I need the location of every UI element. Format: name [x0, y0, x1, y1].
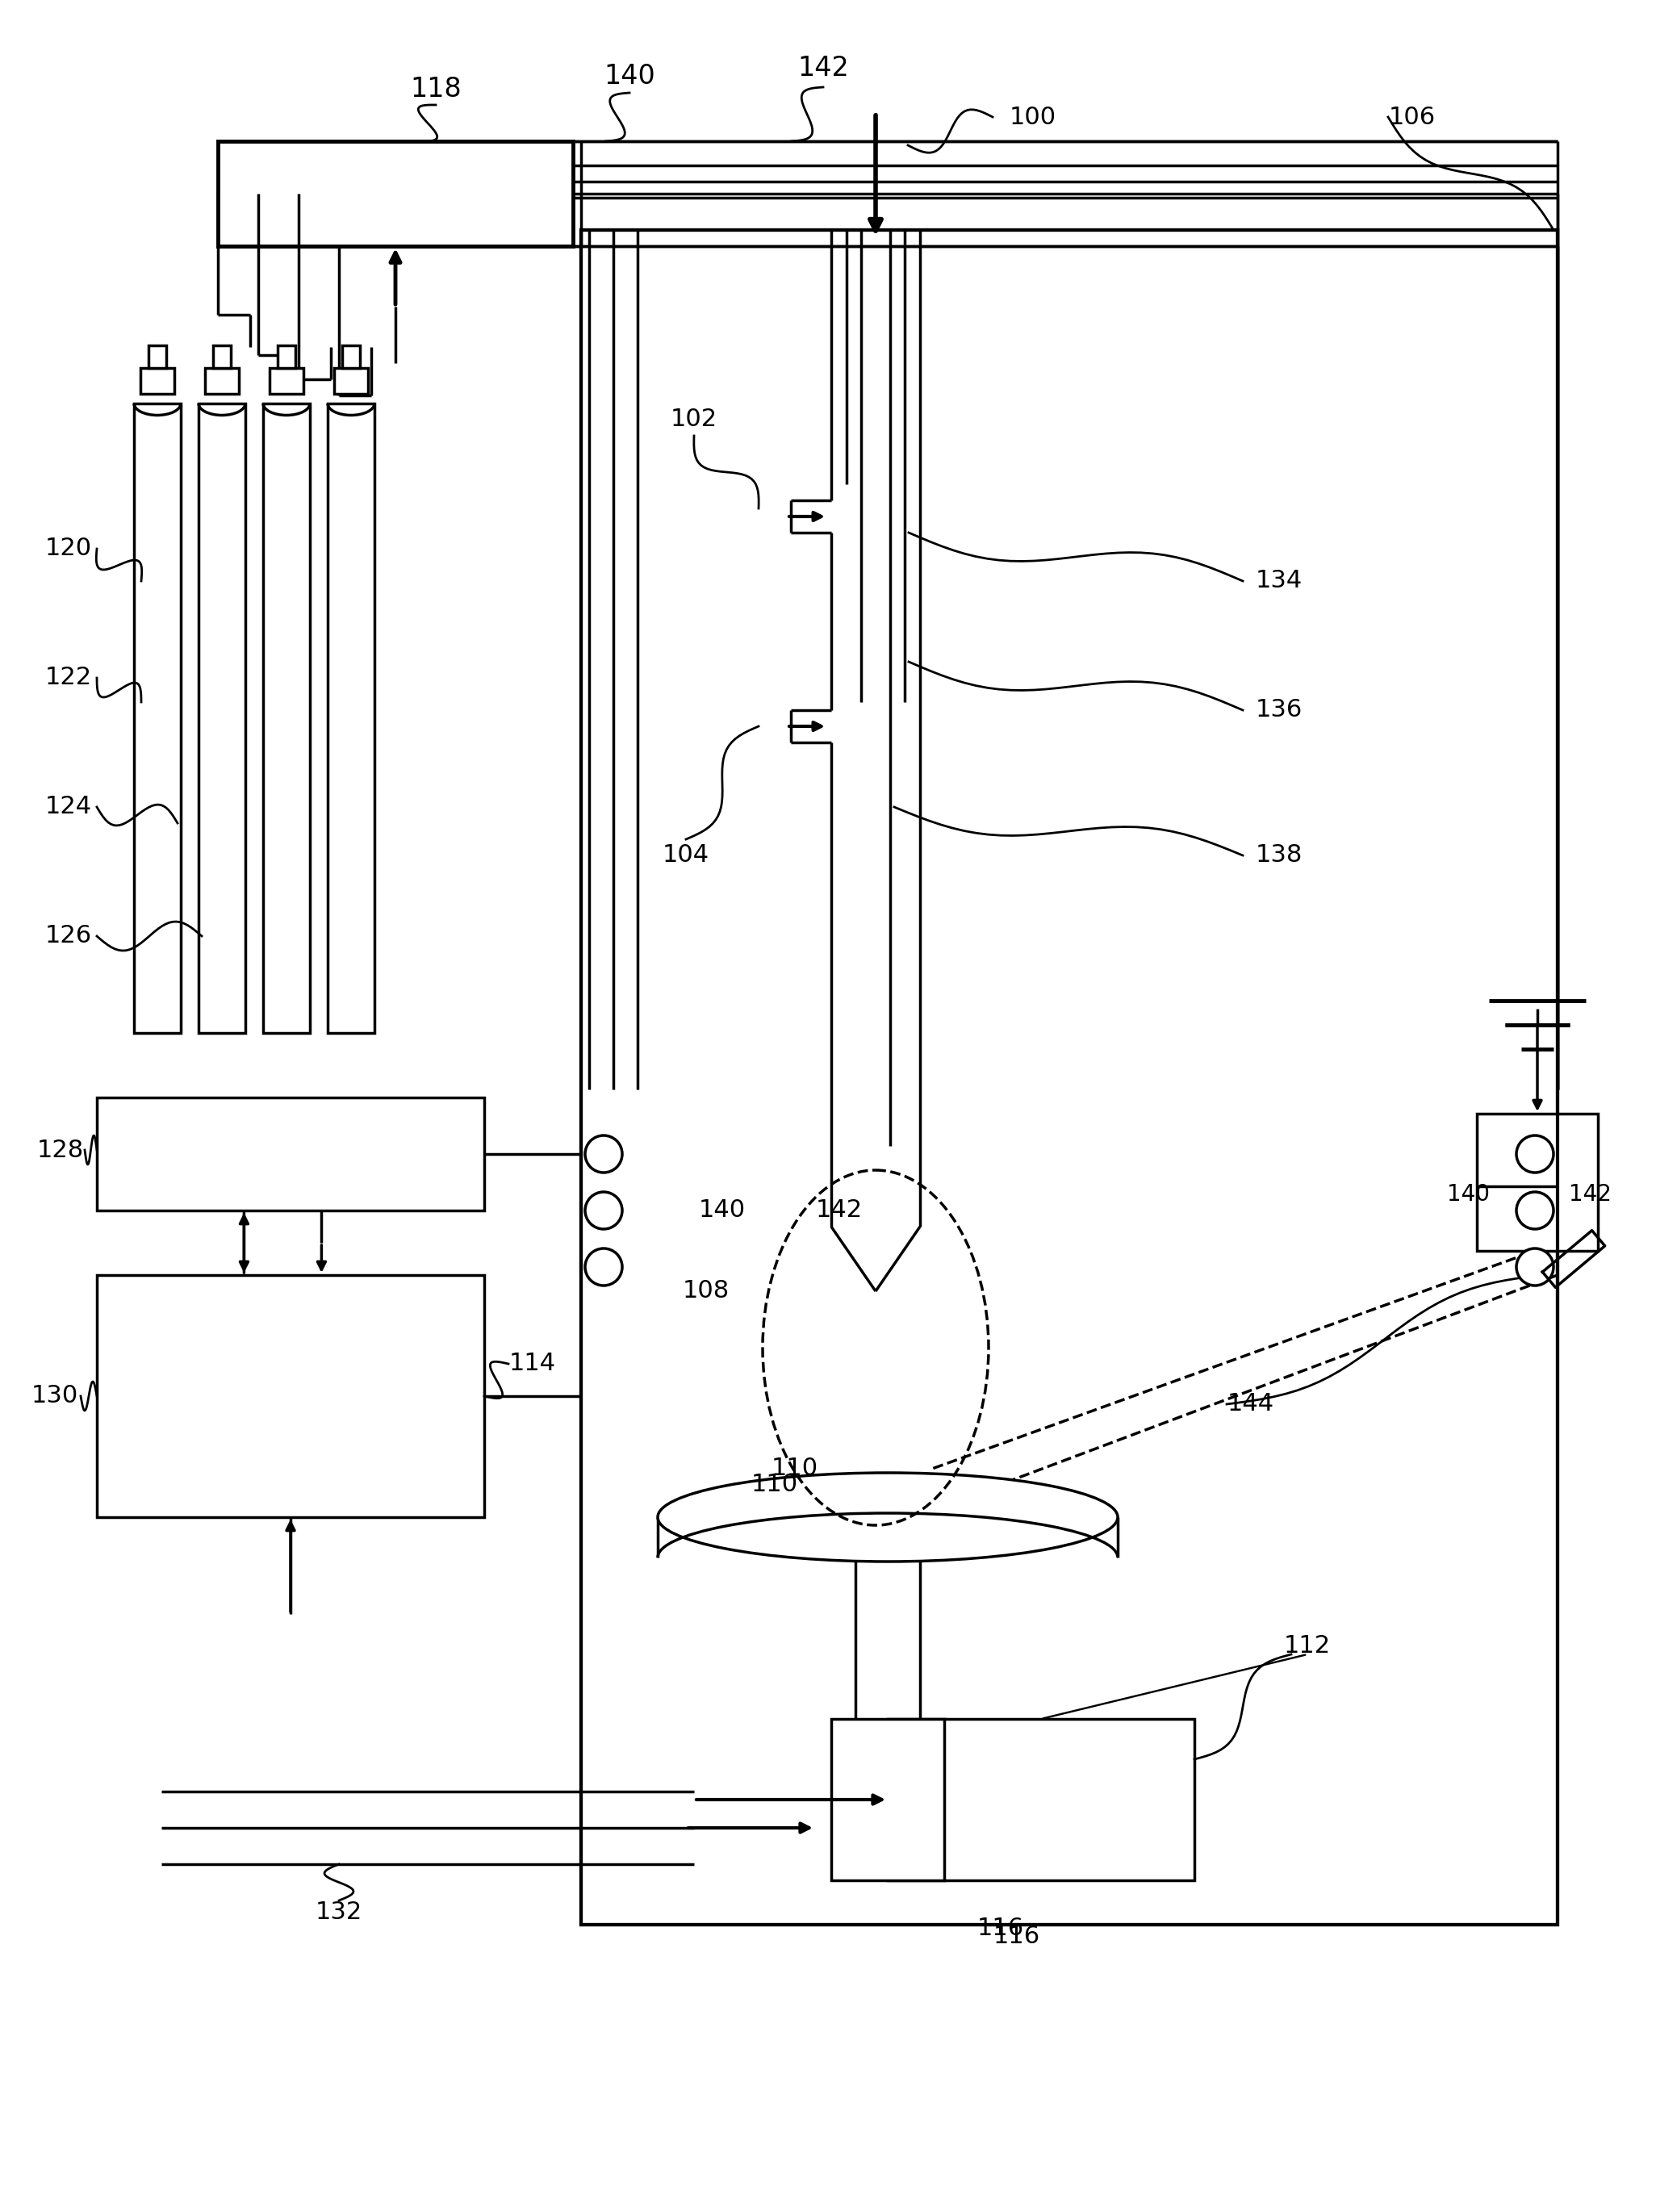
- Text: 138: 138: [1255, 843, 1303, 867]
- Text: 128: 128: [36, 1139, 84, 1161]
- Circle shape: [585, 1135, 623, 1172]
- Text: 112: 112: [1283, 1635, 1331, 1659]
- Circle shape: [585, 1192, 623, 1230]
- Bar: [343, 345, 359, 367]
- Bar: [1477, 1113, 1598, 1250]
- Circle shape: [1517, 1248, 1553, 1285]
- Text: 114: 114: [508, 1352, 556, 1376]
- Ellipse shape: [657, 1473, 1118, 1562]
- Text: 142: 142: [1568, 1183, 1611, 1206]
- Bar: [149, 345, 166, 367]
- Bar: [831, 1719, 944, 1880]
- Bar: [581, 230, 1558, 1924]
- Text: 124: 124: [45, 796, 93, 818]
- Bar: [328, 403, 374, 1033]
- Text: 100: 100: [1010, 106, 1057, 128]
- Bar: [335, 367, 368, 394]
- Text: 130: 130: [31, 1385, 78, 1407]
- Text: 116: 116: [977, 1918, 1023, 1940]
- Circle shape: [1517, 1192, 1553, 1230]
- Text: 110: 110: [752, 1473, 798, 1498]
- Text: 104: 104: [662, 843, 709, 867]
- Bar: [134, 403, 181, 1033]
- Text: 118: 118: [411, 75, 462, 102]
- Text: 110: 110: [772, 1458, 818, 1480]
- Text: 144: 144: [1227, 1394, 1275, 1416]
- Circle shape: [1517, 1135, 1553, 1172]
- Text: 142: 142: [816, 1199, 863, 1223]
- Text: 132: 132: [315, 1900, 363, 1924]
- Text: 106: 106: [1389, 106, 1436, 128]
- Text: 136: 136: [1255, 699, 1303, 721]
- Bar: [141, 367, 174, 394]
- Text: 120: 120: [45, 538, 93, 560]
- Bar: [278, 345, 295, 367]
- Bar: [205, 367, 238, 394]
- Text: 126: 126: [45, 925, 93, 947]
- Circle shape: [585, 1248, 623, 1285]
- Bar: [96, 1274, 484, 1517]
- Bar: [581, 230, 1558, 1924]
- Bar: [199, 403, 245, 1033]
- Text: 108: 108: [682, 1279, 730, 1303]
- Text: 140: 140: [699, 1199, 745, 1223]
- Text: 122: 122: [45, 666, 93, 690]
- Text: 102: 102: [671, 407, 717, 431]
- Text: 142: 142: [798, 55, 850, 82]
- Text: 134: 134: [1255, 568, 1303, 593]
- Bar: [214, 345, 230, 367]
- Bar: [96, 1097, 484, 1210]
- Text: 140: 140: [1447, 1183, 1490, 1206]
- Bar: [219, 142, 573, 246]
- Bar: [263, 403, 310, 1033]
- Text: 116: 116: [994, 1924, 1040, 1949]
- Text: 140: 140: [604, 64, 656, 91]
- Bar: [888, 1719, 1194, 1880]
- Bar: [270, 367, 303, 394]
